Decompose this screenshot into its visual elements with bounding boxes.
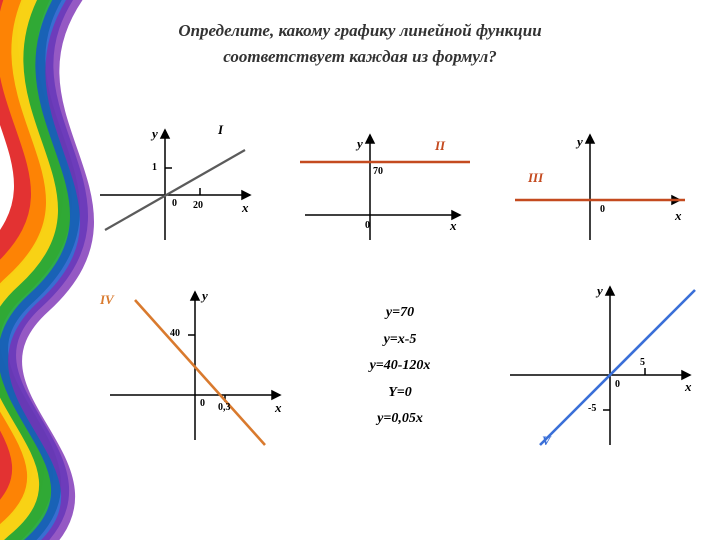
plot-5-svg bbox=[500, 275, 700, 455]
x-label: x bbox=[242, 200, 249, 216]
formula-4: Y=0 bbox=[325, 380, 475, 407]
origin: 0 bbox=[172, 198, 177, 209]
formula-5: y=0,05x bbox=[325, 406, 475, 433]
y-label: y bbox=[597, 283, 603, 299]
y-mark: 1 bbox=[152, 162, 157, 173]
x-mark: 0,3 bbox=[218, 402, 231, 413]
y-label: y bbox=[357, 136, 363, 152]
y-label: y bbox=[152, 126, 158, 142]
origin: 0 bbox=[200, 398, 205, 409]
origin: 0 bbox=[600, 204, 605, 215]
plot-4-line bbox=[135, 300, 265, 445]
roman-V: V bbox=[542, 433, 551, 449]
y-label: y bbox=[577, 134, 583, 150]
plot-5-line bbox=[540, 290, 695, 445]
formula-list: y=70 y=x-5 y=40-120x Y=0 y=0,05x bbox=[325, 300, 475, 433]
formula-1: y=70 bbox=[325, 300, 475, 327]
plots-area: y x 0 1 20 I y x 0 70 II y x 0 bbox=[80, 120, 700, 520]
roman-IV: IV bbox=[100, 292, 114, 308]
x-label: x bbox=[275, 400, 282, 416]
origin: 0 bbox=[615, 379, 620, 390]
plot-3: y x 0 III bbox=[510, 120, 690, 250]
y-mark: 70 bbox=[373, 166, 383, 177]
roman-III: III bbox=[528, 170, 543, 186]
plot-1-line bbox=[105, 150, 245, 230]
plot-2-svg bbox=[295, 120, 475, 250]
plot-1: y x 0 1 20 I bbox=[90, 120, 260, 250]
plot-1-svg bbox=[90, 120, 260, 250]
x-mark: 20 bbox=[193, 200, 203, 211]
y-mark: -5 bbox=[588, 403, 596, 414]
x-label: x bbox=[675, 208, 682, 224]
formula-2: y=x-5 bbox=[325, 327, 475, 354]
plot-4: y x 0 40 0,3 IV bbox=[100, 280, 290, 450]
x-label: x bbox=[450, 218, 457, 234]
roman-I: I bbox=[218, 122, 223, 138]
roman-II: II bbox=[435, 138, 445, 154]
y-label: y bbox=[202, 288, 208, 304]
plot-2: y x 0 70 II bbox=[295, 120, 475, 250]
y-mark: 40 bbox=[170, 328, 180, 339]
x-mark: 5 bbox=[640, 357, 645, 368]
plot-5: y x 0 5 -5 V bbox=[500, 275, 700, 455]
origin: 0 bbox=[365, 220, 370, 231]
formula-3: y=40-120x bbox=[325, 353, 475, 380]
x-label: x bbox=[685, 379, 692, 395]
plot-4-svg bbox=[100, 280, 290, 450]
